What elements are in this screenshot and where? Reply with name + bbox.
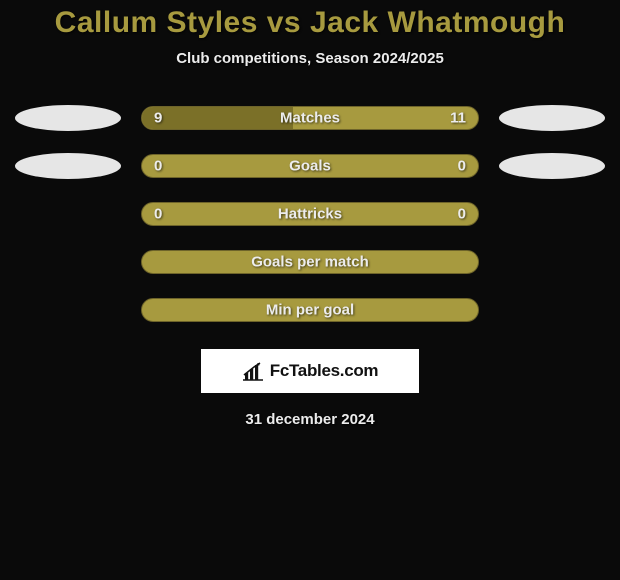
bar-track: Goals per match [141,250,479,274]
fctables-badge: FcTables.com [201,349,419,393]
bar-fill [142,107,293,129]
left-value: 9 [154,110,162,127]
stat-label: Matches [280,110,340,127]
stat-label: Goals per match [251,254,369,271]
stat-label: Goals [289,158,331,175]
right-ellipse-spacer [499,249,605,275]
bar-track: Min per goal [141,298,479,322]
stat-label: Min per goal [266,302,354,319]
left-ellipse-spacer [15,201,121,227]
row-hattricks: 0 Hattricks 0 [0,201,620,227]
subtitle: Club competitions, Season 2024/2025 [0,50,620,67]
left-value: 0 [154,206,162,223]
bar-track: 0 Goals 0 [141,154,479,178]
right-value: 11 [450,110,466,127]
left-value: 0 [154,158,162,175]
page-title: Callum Styles vs Jack Whatmough [0,6,620,40]
left-ellipse-spacer [15,249,121,275]
left-ellipse-spacer [15,297,121,323]
bar-track: 9 Matches 11 [141,106,479,130]
left-ellipse [15,105,121,131]
stat-label: Hattricks [278,206,342,223]
date-line: 31 december 2024 [0,411,620,428]
right-ellipse-spacer [499,201,605,227]
row-min-per-goal: Min per goal [0,297,620,323]
badge-text: FcTables.com [270,361,379,381]
left-ellipse [15,153,121,179]
row-goals: 0 Goals 0 [0,153,620,179]
right-ellipse-spacer [499,297,605,323]
row-matches: 9 Matches 11 [0,105,620,131]
right-value: 0 [458,158,466,175]
right-ellipse [499,105,605,131]
right-value: 0 [458,206,466,223]
bar-chart-icon [242,361,264,381]
comparison-rows: 9 Matches 11 0 Goals 0 0 Hattricks 0 [0,105,620,323]
right-ellipse [499,153,605,179]
row-goals-per-match: Goals per match [0,249,620,275]
bar-track: 0 Hattricks 0 [141,202,479,226]
